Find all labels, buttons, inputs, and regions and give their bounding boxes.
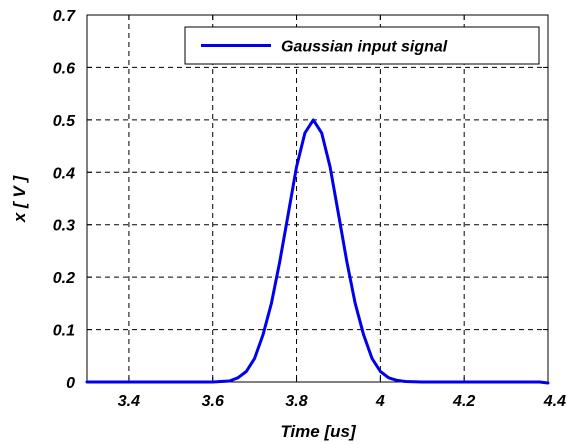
x-tick-label: 3.8	[285, 393, 307, 410]
x-tick-label: 4.2	[452, 393, 475, 410]
y-tick-label: 0	[66, 375, 75, 392]
x-axis-title: Time [us]	[280, 422, 357, 441]
x-tick-label: 3.6	[202, 393, 224, 410]
tick-labels: 3.4 3.6 3.8 4 4.2 4.4 0 0.1 0.2 0.3 0.4 0.5 0.6 0.7	[53, 8, 566, 410]
y-tick-label: 0.2	[53, 270, 75, 287]
x-tick-label: 4.4	[543, 393, 566, 410]
y-tick-label: 0.4	[53, 165, 75, 182]
y-tick-label: 0.6	[53, 60, 75, 77]
y-tick-label: 0.7	[53, 8, 76, 25]
legend-label: Gaussian input signal	[281, 39, 448, 56]
y-tick-label: 0.1	[53, 323, 75, 340]
plot-frame	[86, 14, 549, 383]
y-tick-label: 0.5	[53, 113, 76, 130]
x-tick-label: 3.4	[118, 393, 140, 410]
legend: Gaussian input signal	[184, 26, 540, 65]
y-tick-label: 0.3	[53, 218, 75, 235]
series-layer	[85, 118, 550, 385]
x-tick-label: 4	[375, 393, 385, 410]
series-line	[85, 118, 550, 385]
y-axis-title: x [ V ]	[10, 175, 29, 224]
grid	[87, 15, 548, 382]
